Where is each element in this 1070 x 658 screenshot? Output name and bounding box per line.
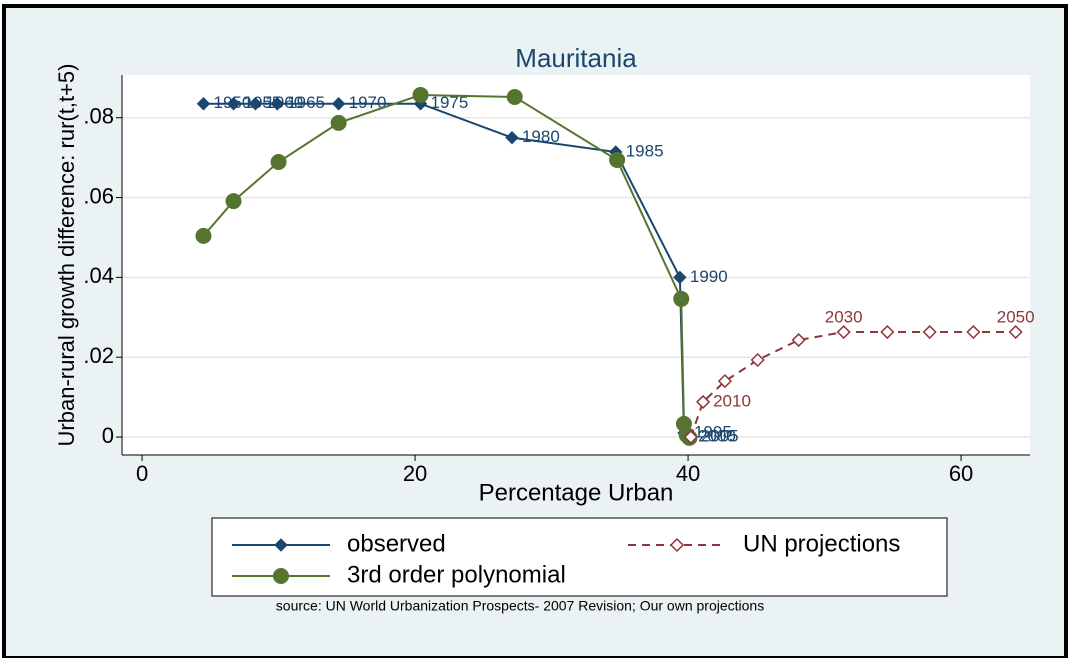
point (922, 324, 937, 340)
point (1008, 324, 1023, 340)
point (331, 97, 346, 111)
point-label: 1970 (349, 93, 387, 112)
point (717, 374, 732, 389)
point (506, 88, 523, 105)
chart-title: Mauritania (515, 43, 637, 73)
x-tick-label: 20 (403, 461, 427, 486)
point (270, 97, 284, 111)
point (226, 97, 241, 111)
point-label: 1980 (522, 127, 560, 146)
y-tick-label: .04 (83, 263, 114, 288)
plot-area (122, 75, 1030, 455)
legend-marker (273, 568, 289, 584)
source-note: source: UN World Urbanization Prospects-… (276, 598, 764, 614)
legend (211, 517, 948, 597)
point (683, 429, 698, 445)
y-axis-label: Urban-rural growth difference: rur(t,t+5… (54, 64, 79, 447)
y-tick-label: 0 (102, 423, 114, 448)
legend-marker (274, 538, 288, 552)
x-axis-label: Percentage Urban (479, 479, 674, 506)
point (196, 97, 211, 111)
point-label: 1990 (690, 267, 728, 286)
point (673, 290, 690, 307)
point (880, 324, 895, 340)
point-label: 2000 (698, 427, 736, 446)
y-tick-label: .06 (83, 183, 114, 208)
point (673, 270, 687, 285)
point (270, 154, 287, 171)
point (412, 86, 429, 103)
point-label: 1965 (287, 93, 325, 112)
point-label: 1975 (431, 93, 469, 112)
x-tick-label: 60 (949, 461, 973, 486)
point-label: 2005 (701, 427, 739, 446)
point-label: 1995 (694, 423, 732, 442)
point-label: 2030 (825, 308, 863, 327)
point (195, 227, 212, 244)
series-line (689, 331, 1016, 438)
y-tick-label: .02 (83, 343, 114, 368)
point-label: 2050 (997, 308, 1035, 327)
point (330, 114, 347, 131)
point (248, 97, 263, 111)
y-tick-label: .08 (83, 104, 114, 129)
legend-marker (669, 537, 685, 553)
legend-label: UN projections (743, 530, 900, 557)
point (609, 152, 626, 169)
point (791, 332, 806, 348)
point (505, 130, 519, 145)
point (836, 324, 851, 340)
x-tick-label: 0 (136, 461, 148, 486)
point (966, 324, 981, 340)
point-label: 1985 (626, 142, 664, 161)
legend-label: 3rd order polynomial (347, 561, 566, 588)
point (750, 352, 765, 368)
point (696, 394, 711, 409)
point (225, 193, 242, 210)
point-label: 2010 (713, 391, 751, 410)
legend-label: observed (347, 530, 446, 557)
x-tick-label: 40 (676, 461, 700, 486)
